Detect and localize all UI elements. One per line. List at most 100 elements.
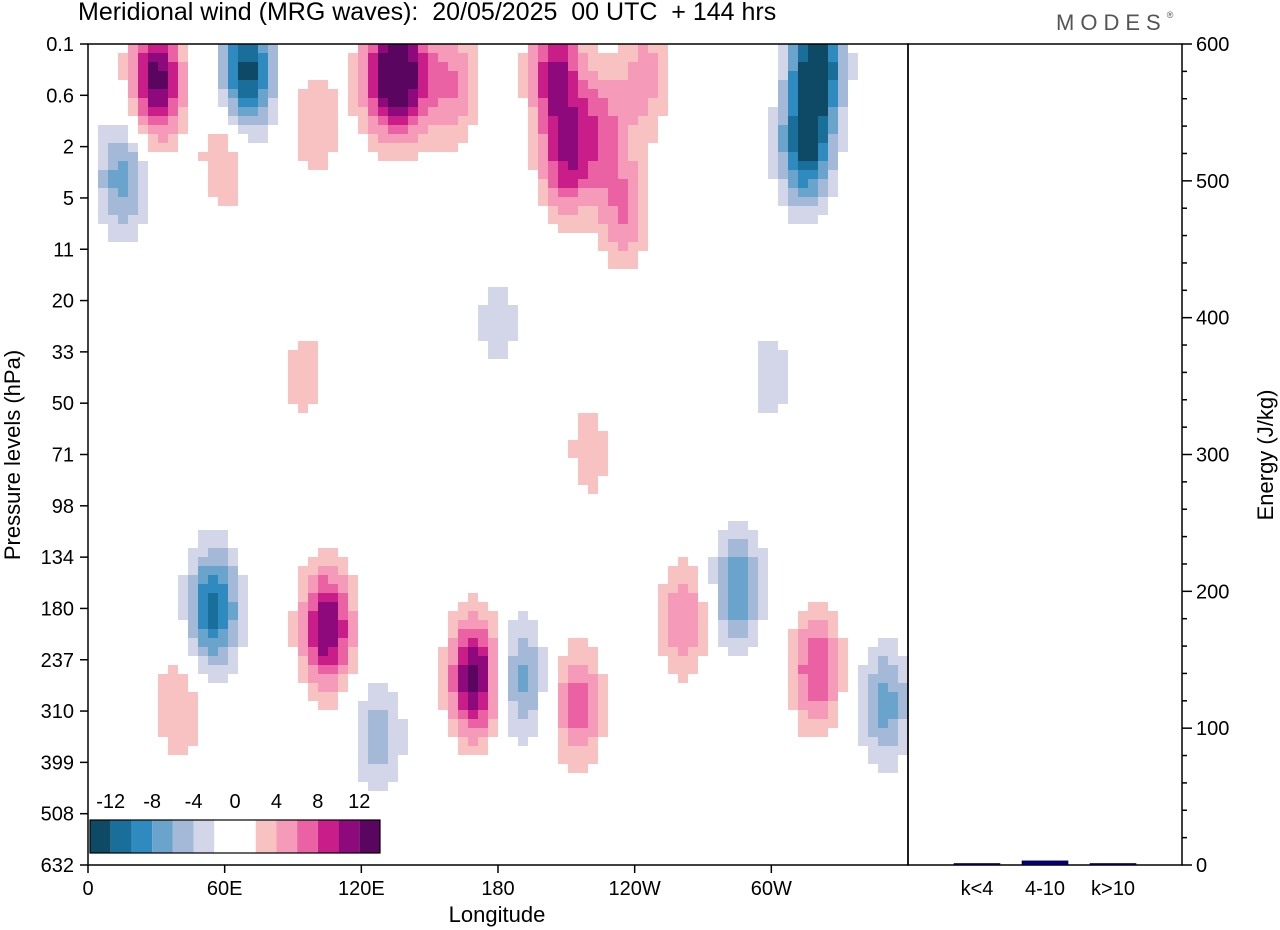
heatmap-cell bbox=[448, 746, 458, 755]
heatmap-cell bbox=[178, 125, 188, 134]
heatmap-cell bbox=[348, 656, 358, 665]
y-tick-label: 50 bbox=[52, 393, 74, 415]
energy-y-tick-label: 200 bbox=[1196, 581, 1229, 603]
heatmap-cell bbox=[758, 386, 768, 395]
heatmap-cell bbox=[788, 80, 798, 89]
heatmap-cell bbox=[508, 638, 518, 647]
heatmap-cell bbox=[198, 611, 208, 620]
heatmap-cell bbox=[208, 629, 218, 638]
heatmap-cell bbox=[648, 125, 658, 134]
heatmap-cell bbox=[458, 80, 468, 89]
heatmap-cell bbox=[668, 629, 678, 638]
heatmap-cell bbox=[888, 683, 898, 692]
heatmap-cell bbox=[148, 44, 158, 53]
heatmap-cell bbox=[758, 593, 768, 602]
heatmap-cell bbox=[238, 593, 248, 602]
heatmap-cell bbox=[258, 89, 268, 98]
heatmap-cell bbox=[318, 674, 328, 683]
heatmap-cell bbox=[548, 134, 558, 143]
heatmap-cell bbox=[148, 719, 158, 728]
heatmap-cell bbox=[428, 152, 438, 161]
heatmap-cell bbox=[358, 611, 368, 620]
heatmap-cell bbox=[228, 197, 238, 206]
chart-title: Meridional wind (MRG waves): 20/05/2025 … bbox=[78, 0, 777, 26]
colorbar-label: 0 bbox=[229, 791, 240, 813]
heatmap-cell bbox=[388, 71, 398, 80]
heatmap-cell bbox=[798, 143, 808, 152]
heatmap-cell bbox=[158, 665, 168, 674]
heatmap-cell bbox=[668, 647, 678, 656]
heatmap-cell bbox=[418, 116, 428, 125]
heatmap-cell bbox=[448, 98, 458, 107]
heatmap-cell bbox=[568, 647, 578, 656]
heatmap-cell bbox=[168, 44, 178, 53]
heatmap-cell bbox=[198, 719, 208, 728]
heatmap-cell bbox=[838, 638, 848, 647]
heatmap-cell bbox=[178, 44, 188, 53]
heatmap-cell bbox=[878, 737, 888, 746]
heatmap-cell bbox=[288, 629, 298, 638]
heatmap-cell bbox=[798, 125, 808, 134]
heatmap-cell bbox=[358, 791, 368, 800]
heatmap-cell bbox=[378, 674, 388, 683]
heatmap-cell bbox=[428, 116, 438, 125]
heatmap-cell bbox=[898, 701, 908, 710]
heatmap-cell bbox=[558, 197, 568, 206]
heatmap-cell bbox=[298, 314, 308, 323]
heatmap-cell bbox=[228, 665, 238, 674]
heatmap-cell bbox=[208, 521, 218, 530]
y-tick-label: 180 bbox=[41, 598, 74, 620]
heatmap-cell bbox=[438, 107, 448, 116]
heatmap-cell bbox=[298, 395, 308, 404]
heatmap-cell bbox=[758, 422, 768, 431]
heatmap-cell bbox=[608, 701, 618, 710]
heatmap-cell bbox=[218, 53, 228, 62]
heatmap-cell bbox=[838, 701, 848, 710]
heatmap-cell bbox=[318, 575, 328, 584]
heatmap-cell bbox=[628, 161, 638, 170]
heatmap-cell bbox=[608, 44, 618, 53]
heatmap-cell bbox=[318, 188, 328, 197]
heatmap-cell bbox=[898, 683, 908, 692]
heatmap-cell bbox=[778, 359, 788, 368]
heatmap-cell bbox=[848, 53, 858, 62]
heatmap-cell bbox=[868, 647, 878, 656]
heatmap-cell bbox=[558, 728, 568, 737]
heatmap-cell bbox=[298, 692, 308, 701]
heatmap-cell bbox=[368, 80, 378, 89]
heatmap-cell bbox=[508, 737, 518, 746]
heatmap-cell bbox=[448, 152, 458, 161]
heatmap-cell bbox=[738, 566, 748, 575]
heatmap-cell bbox=[438, 674, 448, 683]
heatmap-cell bbox=[208, 584, 218, 593]
heatmap-cell bbox=[538, 206, 548, 215]
heatmap-cell bbox=[208, 179, 218, 188]
heatmap-cell bbox=[448, 728, 458, 737]
heatmap-cell bbox=[188, 746, 198, 755]
brand-name: MODES bbox=[1056, 10, 1167, 35]
heatmap-cell bbox=[778, 323, 788, 332]
heatmap-cell bbox=[308, 89, 318, 98]
heatmap-cell bbox=[798, 89, 808, 98]
heatmap-cell bbox=[848, 116, 858, 125]
heatmap-cell bbox=[348, 674, 358, 683]
heatmap-cell bbox=[178, 620, 188, 629]
heatmap-cell bbox=[238, 557, 248, 566]
heatmap-cell bbox=[318, 611, 328, 620]
heatmap-cell bbox=[148, 728, 158, 737]
heatmap-cell bbox=[298, 152, 308, 161]
heatmap-cell bbox=[338, 647, 348, 656]
heatmap-cell bbox=[218, 593, 228, 602]
heatmap-cell bbox=[518, 701, 528, 710]
heatmap-cell bbox=[628, 80, 638, 89]
heatmap-cell bbox=[448, 134, 458, 143]
heatmap-cell bbox=[588, 98, 598, 107]
heatmap-cell bbox=[608, 134, 618, 143]
heatmap-cell bbox=[288, 107, 298, 116]
heatmap-cell bbox=[568, 125, 578, 134]
heatmap-cell bbox=[758, 332, 768, 341]
heatmap-cell bbox=[498, 260, 508, 269]
heatmap-cell bbox=[448, 719, 458, 728]
heatmap-cell bbox=[808, 197, 818, 206]
heatmap-cell bbox=[368, 143, 378, 152]
